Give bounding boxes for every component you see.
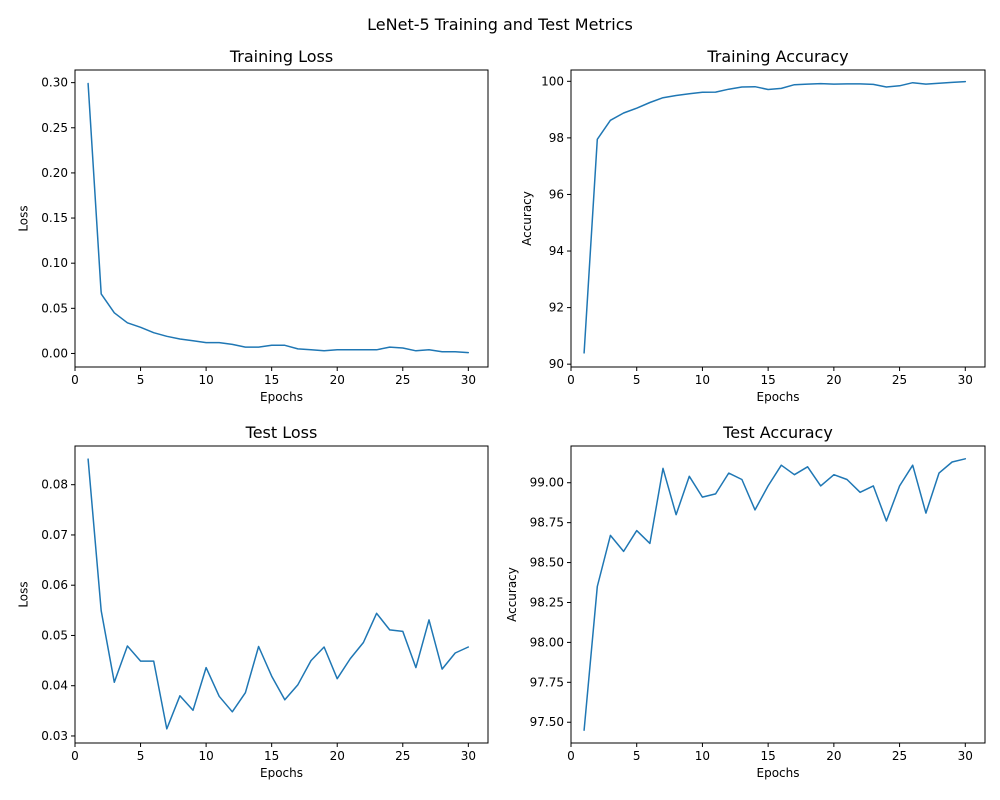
- y-tick-label: 98.50: [530, 556, 564, 570]
- x-tick-label: 30: [461, 373, 476, 387]
- y-tick-label: 97.75: [530, 675, 564, 689]
- x-tick-label: 15: [264, 373, 279, 387]
- x-tick-label: 30: [461, 749, 476, 763]
- y-tick-label: 0.20: [41, 166, 68, 180]
- y-tick-label: 90: [549, 357, 564, 371]
- x-axis-label: Epochs: [260, 766, 303, 780]
- x-tick-label: 25: [892, 373, 907, 387]
- x-tick-label: 0: [567, 373, 575, 387]
- x-axis-label: Epochs: [260, 390, 303, 404]
- chart-title: Test Accuracy: [722, 423, 833, 442]
- series-line: [87, 458, 470, 730]
- x-tick-label: 20: [826, 749, 841, 763]
- y-tick-label: 0.03: [41, 729, 68, 743]
- x-tick-label: 0: [71, 749, 79, 763]
- y-tick-label: 0.05: [41, 628, 68, 642]
- x-tick-label: 25: [395, 373, 410, 387]
- y-tick-label: 98.25: [530, 595, 564, 609]
- x-tick-label: 0: [567, 749, 575, 763]
- y-tick-label: 0.05: [41, 301, 68, 315]
- chart-panel: Test Loss 0 5 10 15 20 25 30 0.03 0.04 0.05 0.06 0.0…: [17, 423, 489, 780]
- y-tick-label: 99.00: [530, 476, 564, 490]
- x-tick-label: 10: [198, 373, 213, 387]
- x-tick-label: 10: [198, 749, 213, 763]
- y-axis-label: Loss: [17, 205, 31, 231]
- y-tick-label: 0.00: [41, 346, 68, 360]
- y-tick-label: 98: [549, 131, 564, 145]
- y-axis-label: Accuracy: [520, 191, 534, 246]
- series-line: [583, 458, 967, 731]
- series-line: [583, 80, 967, 354]
- y-tick-label: 94: [549, 244, 564, 258]
- chart-panel: Test Accuracy 0 5 10 15 20 25 30 97.50 97.75 98.00…: [505, 423, 986, 780]
- x-tick-label: 5: [137, 373, 145, 387]
- y-axis-label: Accuracy: [505, 567, 519, 622]
- y-tick-label: 92: [549, 301, 564, 315]
- x-tick-label: 15: [761, 749, 776, 763]
- chart-title: Test Loss: [245, 423, 318, 442]
- x-axis-label: Epochs: [757, 390, 800, 404]
- x-tick-label: 15: [264, 749, 279, 763]
- series-line: [87, 82, 470, 354]
- y-tick-label: 0.25: [41, 121, 68, 135]
- x-tick-label: 5: [137, 749, 145, 763]
- x-tick-label: 15: [761, 373, 776, 387]
- y-tick-label: 0.10: [41, 256, 68, 270]
- x-tick-label: 20: [330, 373, 345, 387]
- x-tick-label: 25: [395, 749, 410, 763]
- y-tick-label: 0.04: [41, 679, 68, 693]
- chart-panel: Training Accuracy 0 5 10 15 20 25 30 90 92 94 96 98 1…: [520, 47, 986, 404]
- y-tick-label: 100: [541, 74, 564, 88]
- chart-title: Training Accuracy: [706, 47, 848, 66]
- x-axis-label: Epochs: [757, 766, 800, 780]
- axes-frame: [570, 69, 986, 368]
- x-tick-label: 5: [633, 749, 641, 763]
- x-tick-label: 10: [695, 373, 710, 387]
- x-tick-label: 10: [695, 749, 710, 763]
- x-tick-label: 30: [958, 373, 973, 387]
- chart-panel: Training Loss 0 5 10 15 20 25 30 0.00 0.05 0.10 0.1…: [17, 47, 489, 404]
- x-tick-label: 5: [633, 373, 641, 387]
- figure-title: LeNet-5 Training and Test Metrics: [367, 15, 633, 34]
- y-tick-label: 98.75: [530, 516, 564, 530]
- y-tick-label: 0.08: [41, 478, 68, 492]
- chart-title: Training Loss: [229, 47, 333, 66]
- y-tick-label: 97.50: [530, 715, 564, 729]
- y-tick-label: 0.15: [41, 211, 68, 225]
- axes-frame: [74, 69, 489, 368]
- y-tick-label: 0.06: [41, 578, 68, 592]
- x-tick-label: 20: [826, 373, 841, 387]
- x-tick-label: 30: [958, 749, 973, 763]
- axes-frame: [74, 445, 489, 744]
- y-axis-label: Loss: [17, 581, 31, 607]
- y-tick-label: 0.07: [41, 528, 68, 542]
- x-tick-label: 25: [892, 749, 907, 763]
- x-tick-label: 0: [71, 373, 79, 387]
- x-tick-label: 20: [330, 749, 345, 763]
- y-tick-label: 0.30: [41, 76, 68, 90]
- y-tick-label: 96: [549, 187, 564, 201]
- y-tick-label: 98.00: [530, 635, 564, 649]
- axes-frame: [570, 445, 986, 744]
